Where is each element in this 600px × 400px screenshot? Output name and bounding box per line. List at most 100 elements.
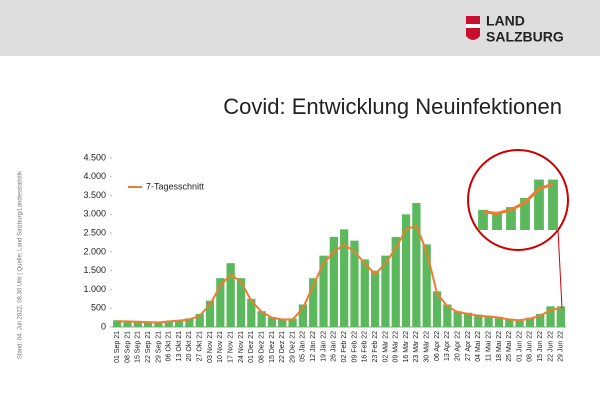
x-tick-label: 29 Sep 21 xyxy=(155,331,162,363)
bar xyxy=(556,306,565,327)
x-tick-label: 22 Jun 22 xyxy=(547,331,554,362)
x-tick-label: 10 Nov 21 xyxy=(217,331,224,363)
logo-text: SALZBURG xyxy=(486,29,564,45)
y-tick-label: 500 xyxy=(91,303,106,313)
x-tick-label: 16 Mär 22 xyxy=(403,331,410,363)
x-tick-label: 23 Mär 22 xyxy=(413,331,420,363)
bar xyxy=(298,304,308,327)
legend-label: 7-Tagesschnitt xyxy=(146,181,205,191)
x-tick-label: 01 Sep 21 xyxy=(114,331,121,363)
x-tick-label: 27 Apr 22 xyxy=(465,331,472,361)
bar xyxy=(474,314,483,327)
x-tick-label: 15 Dez 21 xyxy=(269,331,276,363)
x-tick-label: 01 Dez 21 xyxy=(248,331,255,363)
x-tick-label: 20 Okt 21 xyxy=(186,331,193,361)
bar xyxy=(432,291,442,327)
bar xyxy=(288,318,297,327)
bar xyxy=(463,312,473,327)
x-tick-label: 27 Okt 21 xyxy=(197,331,204,361)
bar xyxy=(143,321,153,327)
bar xyxy=(391,236,400,327)
zoom-trend-line xyxy=(482,182,554,216)
bar xyxy=(319,255,328,327)
bar xyxy=(350,240,359,327)
zoom-bar xyxy=(492,211,502,230)
y-tick-label: 1.000 xyxy=(83,284,106,294)
zoom-bar xyxy=(506,207,516,230)
bar xyxy=(546,306,555,327)
x-tick-label: 18 Mai 22 xyxy=(496,331,503,362)
zoom-bar xyxy=(520,197,530,230)
bar xyxy=(412,203,421,327)
bar xyxy=(154,322,163,327)
x-tick-label: 02 Feb 22 xyxy=(341,331,348,363)
bar xyxy=(381,255,390,327)
x-tick-label: 16 Feb 22 xyxy=(362,331,369,363)
bar xyxy=(195,313,204,327)
bar xyxy=(340,229,349,327)
y-tick-label: 2.000 xyxy=(83,246,106,256)
bar xyxy=(422,244,431,327)
bar xyxy=(536,313,545,327)
x-tick-label: 12 Jän 22 xyxy=(310,331,317,362)
bar xyxy=(484,315,493,327)
side-note: Stand: 04. Juli 2022, 08.30 Uhr | Quelle… xyxy=(18,170,24,359)
x-tick-label: 06 Apr 22 xyxy=(434,331,441,361)
logo-stripe xyxy=(466,24,480,28)
x-tick-label: 08 Dez 21 xyxy=(258,331,265,363)
bar xyxy=(185,318,194,327)
x-tick-label: 30 Mär 22 xyxy=(424,331,431,363)
x-tick-label: 08 Sep 21 xyxy=(124,331,131,363)
x-tick-label: 15 Jun 22 xyxy=(537,331,544,362)
x-tick-label: 03 Nov 21 xyxy=(207,331,214,363)
y-tick-label: 2.500 xyxy=(83,227,106,237)
y-tick-label: 0 xyxy=(101,321,106,331)
bar xyxy=(247,298,256,327)
bar xyxy=(216,278,225,327)
x-tick-label: 23 Feb 22 xyxy=(372,331,379,363)
zoom-bar xyxy=(534,179,544,230)
bar xyxy=(525,317,535,327)
trend-line xyxy=(117,224,562,324)
bar xyxy=(278,319,287,327)
y-tick-label: 4.000 xyxy=(83,171,106,181)
x-tick-label: 29 Dez 21 xyxy=(289,331,296,363)
bar xyxy=(505,318,514,327)
x-tick-label: 11 Mai 22 xyxy=(485,331,492,361)
bar xyxy=(257,311,266,327)
bar xyxy=(205,300,215,327)
bar xyxy=(360,259,369,327)
header-band xyxy=(0,0,600,56)
bar xyxy=(236,278,246,327)
logo: LAND SALZBURG xyxy=(466,13,564,45)
bar xyxy=(515,319,524,327)
x-tick-label: 15 Sep 21 xyxy=(135,331,142,363)
x-tick-label: 19 Jän 22 xyxy=(320,331,327,362)
bar xyxy=(174,319,184,327)
bar xyxy=(113,320,122,327)
bar xyxy=(309,278,318,327)
zoom-connector xyxy=(557,229,563,309)
x-tick-label: 26 Jän 22 xyxy=(331,331,338,362)
x-tick-label: 02 Mär 22 xyxy=(382,331,389,363)
bar xyxy=(123,320,132,327)
x-tick-label: 29 Jun 22 xyxy=(558,331,565,362)
logo-text: LAND xyxy=(486,13,525,29)
bar xyxy=(226,263,235,327)
x-tick-label: 20 Apr 22 xyxy=(455,331,462,361)
bar xyxy=(133,321,142,327)
bar xyxy=(164,320,173,327)
x-tick-label: 25 Mai 22 xyxy=(506,331,513,362)
bar xyxy=(370,270,380,327)
y-tick-label: 1.500 xyxy=(83,265,106,275)
zoom-bar xyxy=(548,179,558,230)
x-tick-label: 05 Jän 22 xyxy=(300,331,307,362)
x-tick-label: 13 Okt 21 xyxy=(176,331,183,361)
x-tick-label: 06 Okt 21 xyxy=(166,331,173,361)
bar xyxy=(494,316,504,327)
x-tick-label: 04 Mai 22 xyxy=(475,331,482,362)
bar xyxy=(443,304,452,327)
bar xyxy=(329,236,338,327)
